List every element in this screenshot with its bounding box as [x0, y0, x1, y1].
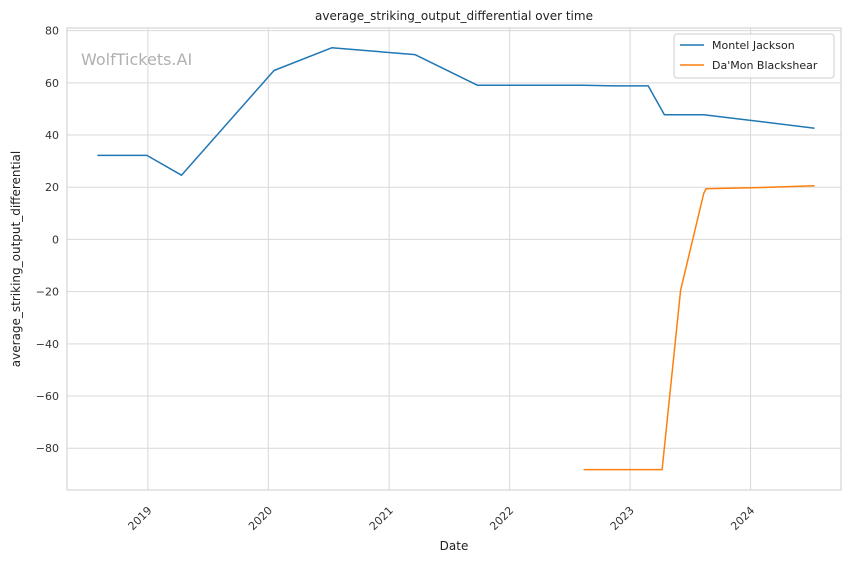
- legend-label-montel-jackson: Montel Jackson: [712, 39, 795, 52]
- y-tick-label: −60: [36, 390, 59, 403]
- x-tick-label: 2019: [126, 504, 155, 533]
- y-tick-label: 40: [45, 129, 59, 142]
- y-tick-label: −80: [36, 442, 59, 455]
- chart-title: average_striking_output_differential ove…: [315, 9, 593, 23]
- legend: Montel Jackson Da'Mon Blackshear: [673, 33, 835, 79]
- y-tick-label: 20: [45, 181, 59, 194]
- series-layer: [97, 47, 815, 471]
- y-tick-label: −40: [36, 338, 59, 351]
- y-axis-ticks: 80 60 40 20 0 −20 −40 −60 −80: [36, 25, 59, 456]
- y-tick-label: 80: [45, 25, 59, 38]
- y-axis-label: average_striking_output_differential: [9, 151, 23, 367]
- legend-label-damon-blackshear: Da'Mon Blackshear: [712, 59, 818, 72]
- x-tick-label: 2020: [246, 504, 275, 533]
- y-tick-label: −20: [36, 286, 59, 299]
- grid-lines: [67, 28, 841, 490]
- x-axis-ticks: 2019 2020 2021 2022 2023 2024: [126, 504, 758, 533]
- x-tick-label: 2021: [367, 504, 396, 533]
- series-line-montel-jackson: [97, 47, 815, 176]
- y-tick-label: 0: [52, 233, 59, 246]
- y-tick-label: 60: [45, 77, 59, 90]
- series-line-damon-blackshear: [583, 184, 815, 471]
- x-tick-label: 2023: [608, 504, 637, 533]
- x-tick-label: 2024: [728, 504, 757, 533]
- x-tick-label: 2022: [487, 504, 516, 533]
- plot-area-frame: [66, 27, 842, 491]
- watermark: WolfTickets.AI: [81, 50, 192, 69]
- x-axis-label: Date: [440, 539, 469, 553]
- legend-box: [673, 33, 835, 79]
